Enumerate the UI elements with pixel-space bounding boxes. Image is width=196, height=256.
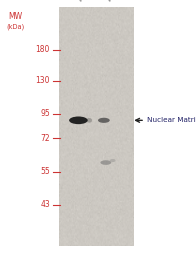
Ellipse shape: [100, 160, 111, 165]
Text: MW: MW: [8, 12, 22, 20]
Text: Nuclear Matrix Protein p84: Nuclear Matrix Protein p84: [147, 117, 196, 123]
Text: 180: 180: [36, 45, 50, 55]
Ellipse shape: [98, 118, 110, 123]
Text: PC-12: PC-12: [75, 0, 98, 4]
Text: 43: 43: [40, 200, 50, 209]
Ellipse shape: [86, 118, 92, 123]
Text: 55: 55: [40, 167, 50, 176]
Text: 130: 130: [35, 76, 50, 85]
Ellipse shape: [69, 116, 88, 124]
Text: 95: 95: [40, 109, 50, 119]
Text: (kDa): (kDa): [7, 23, 25, 29]
Text: Rat2: Rat2: [105, 0, 124, 4]
Ellipse shape: [110, 159, 116, 162]
Text: 72: 72: [40, 134, 50, 143]
